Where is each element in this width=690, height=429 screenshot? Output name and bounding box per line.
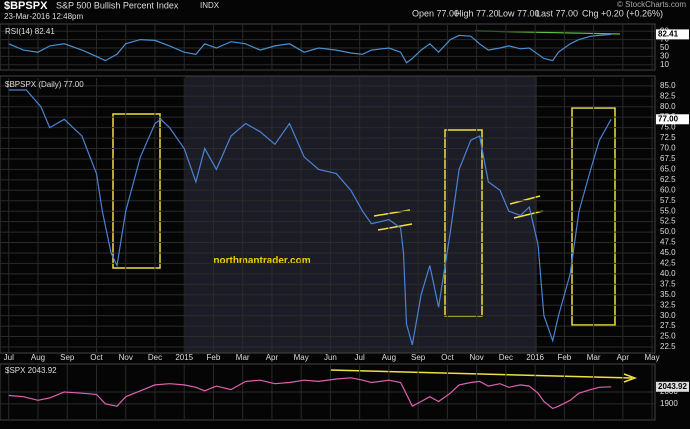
main-frame [0,75,656,354]
y-tick-label: 25.0 [660,332,676,341]
x-tick-label: Oct [441,353,454,362]
x-tick-label: Aug [382,353,396,362]
trend-arrow [329,369,633,379]
y-tick-label: 1900 [660,399,678,408]
x-tick-label: Dec [499,353,513,362]
legend-entry: RSI(14) 82.41 [5,27,55,36]
last-value-box [656,29,689,40]
y-tick-label: 37.5 [660,279,676,288]
x-tick-label: Jul [4,353,14,362]
y-tick-label: 32.5 [660,300,676,309]
quote: Chg +0.20 (+0.26%) [582,8,663,18]
y-tick-label: 70.0 [660,144,676,153]
x-tick-label: Jun [324,353,337,362]
exchange: INDX [200,1,220,10]
y-tick-label: 65.0 [660,165,676,174]
rsi-frame [0,23,656,71]
x-tick-label: Dec [148,353,162,362]
y-tick-label: 35.0 [660,290,676,299]
y-tick-label: 27.5 [660,321,676,330]
channel-line [377,223,413,231]
quote: High 77.20 [455,8,499,18]
y-tick-label: 40.0 [660,269,676,278]
x-tick-label: Mar [587,353,601,362]
index-name: S&P 500 Bullish Percent Index [56,0,179,10]
y-tick-label: 50 [660,43,669,52]
symbol: $BPSPX [4,0,48,12]
y-tick-label: 62.5 [660,175,676,184]
x-tick-label: May [645,353,660,362]
y-tick-label: 22.5 [660,342,676,351]
quote: Low 77.00 [498,8,540,18]
x-tick-label: Mar [236,353,250,362]
last-value-box [656,114,689,125]
last-value-label: 77.00 [658,114,679,123]
y-tick-label: 67.5 [660,154,676,163]
x-tick-label: May [294,353,309,362]
x-tick-label: Sep [60,353,75,362]
x-tick-label: Sep [411,353,426,362]
legend-entry: $SPX 2043.92 [5,366,57,375]
legend-entry: $BPSPX (Daily) 77.00 [5,80,84,89]
y-tick-label: 50.0 [660,227,676,236]
x-tick-label: Nov [470,353,484,362]
series-line [8,89,612,346]
y-tick-label: 55.0 [660,206,676,215]
last-value-label: 82.41 [658,29,679,38]
y-tick-label: 75.0 [660,123,676,132]
quote: Open 77.00 [412,8,459,18]
last-value-label: 2043.92 [658,382,687,391]
y-tick-label: 45.0 [660,248,676,257]
x-tick-label: Jul [355,353,365,362]
credit: © StockCharts.com [617,0,686,9]
last-value-box [656,381,689,392]
x-tick-label: Apr [617,353,630,362]
x-tick-label: Aug [31,353,45,362]
series-line [8,33,612,64]
highlight-box [112,113,161,269]
y-tick-label: 57.5 [660,196,676,205]
timestamp: 23-Mar-2016 12:48pm [4,12,83,21]
y-tick-label: 82.5 [660,91,676,100]
x-tick-label: Feb [557,353,571,362]
watermark: northmantrader.com [213,256,310,267]
y-tick-label: 30 [660,52,669,61]
y-tick-label: 72.5 [660,133,676,142]
channel-line [513,210,544,219]
x-tick-label: Nov [119,353,133,362]
y-tick-label: 10 [660,60,669,69]
quote: Last 77.00 [536,8,578,18]
y-tick-label: 60.0 [660,185,676,194]
y-tick-label: 52.5 [660,217,676,226]
y-tick-label: 30.0 [660,311,676,320]
y-tick-label: 85.0 [660,81,676,90]
x-tick-label: 2015 [175,353,193,362]
arrow-head [623,373,638,383]
x-tick-label: Oct [90,353,103,362]
x-tick-label: Feb [207,353,221,362]
y-tick-label: 47.5 [660,238,676,247]
y-tick-label: 80.0 [660,102,676,111]
x-tick-label: 2016 [526,353,544,362]
x-tick-label: Apr [266,353,279,362]
year-shading [185,76,537,353]
y-tick-label: 42.5 [660,259,676,268]
series-line [8,377,612,410]
